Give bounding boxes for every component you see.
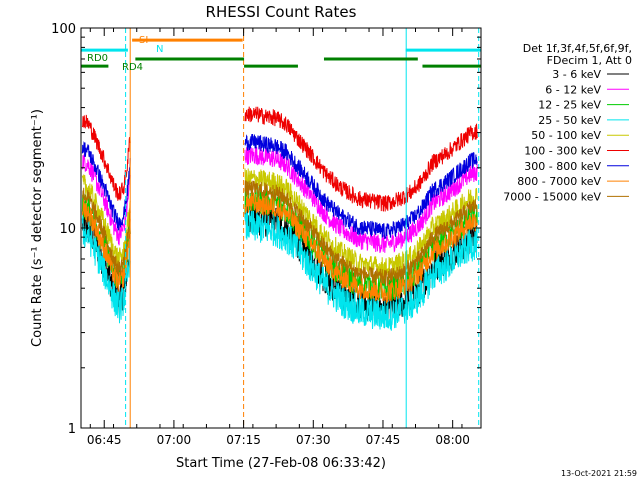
chart-title: RHESSI Count Rates — [206, 3, 357, 21]
x-tick-label: 06:45 — [87, 433, 122, 447]
x-tick-label: 07:30 — [296, 433, 331, 447]
legend-label: 7000 - 15000 keV — [503, 190, 601, 203]
flag-label-rd0: RD0 — [87, 53, 108, 64]
legend-header-line: Det 1f,3f,4f,5f,6f,9f, — [523, 42, 632, 55]
x-tick-label: 08:00 — [435, 433, 470, 447]
footer-timestamp: 13-Oct-2021 21:59 — [561, 469, 637, 478]
series-line-800-7000-kev — [81, 192, 478, 304]
y-axis-label: Count Rate (s⁻¹ detector segment⁻¹) — [30, 109, 45, 347]
flag-label-rd4: RD4 — [122, 62, 143, 73]
legend-label: 25 - 50 keV — [538, 114, 601, 127]
series-line-300-800-kev — [81, 133, 478, 240]
x-axis-label: Start Time (27-Feb-08 06:33:42) — [176, 456, 386, 471]
legend-label: 800 - 7000 keV — [517, 175, 601, 188]
legend-label: 3 - 6 keV — [552, 68, 601, 81]
legend-label: 6 - 12 keV — [545, 83, 601, 96]
x-tick-label: 07:15 — [226, 433, 261, 447]
legend-label: 300 - 800 keV — [524, 160, 601, 173]
legend-label: 100 - 300 keV — [524, 145, 601, 158]
legend-label: 12 - 25 keV — [538, 99, 601, 112]
flag-label-si: SI — [139, 35, 148, 46]
series-line-7000-15000-kev — [82, 180, 478, 287]
x-tick-label: 07:45 — [366, 433, 401, 447]
legend-label: 50 - 100 keV — [531, 129, 601, 142]
series-line-6-12-kev — [81, 146, 478, 253]
y-tick-label: 100 — [51, 22, 76, 37]
y-tick-label: 10 — [59, 222, 76, 237]
x-tick-label: 07:00 — [157, 433, 192, 447]
flag-label-n: N — [156, 44, 163, 55]
y-tick-label: 1 — [68, 422, 76, 437]
series-line-100-300-kev — [81, 106, 478, 212]
legend-header-line: FDecim 1, Att 0 — [547, 54, 632, 67]
